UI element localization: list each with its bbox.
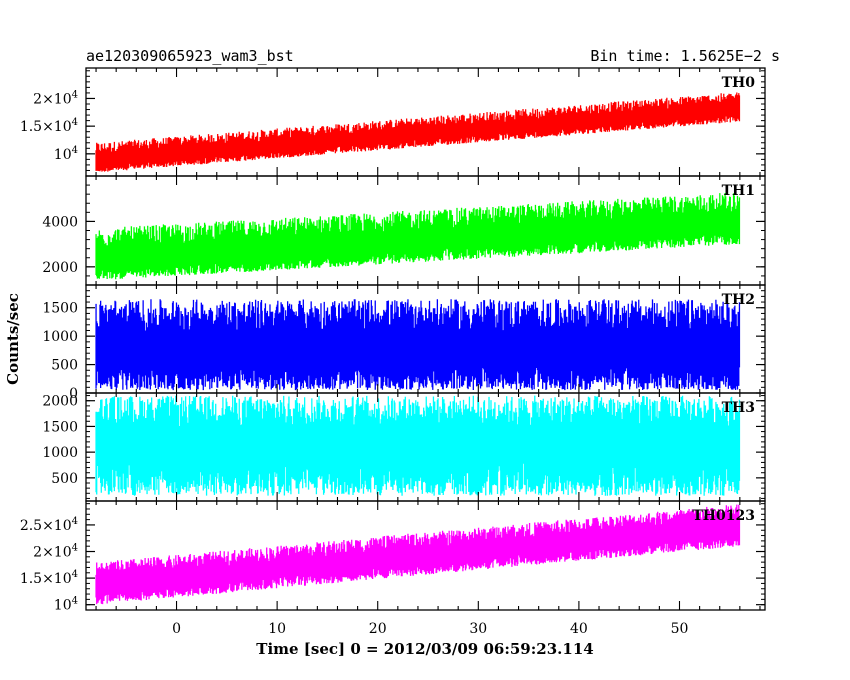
panel-th0: 104 1.5×104 2×104 TH0 [20, 67, 766, 177]
x-tick-label: 0 [172, 621, 181, 637]
y-tick-label: 1000 [42, 329, 78, 345]
series-th0123 [95, 504, 741, 605]
panel-th2: 0 500 1000 1500 TH2 [42, 284, 766, 402]
x-axis: 0 10 20 30 40 50 [172, 621, 688, 637]
y-tick-label: 0 [69, 386, 78, 402]
y-tick-label: 104 [54, 596, 78, 614]
bin-time-label: Bin time: 1.5625E−2 s [590, 47, 780, 65]
y-tick-label: 4000 [42, 214, 78, 230]
y-tick-label: 1.5×104 [20, 569, 78, 587]
y-axis-label: Counts/sec [4, 293, 22, 385]
y-tick-label: 1500 [42, 301, 78, 317]
y-tick-label: 1000 [42, 445, 78, 461]
panel-label: TH0123 [692, 508, 755, 524]
panel-frame [85, 500, 766, 611]
y-tick-label: 1500 [42, 419, 78, 435]
y-tick-label: 104 [54, 145, 78, 163]
y-tick-label: 2×104 [33, 89, 78, 107]
y-tick-label: 2000 [42, 260, 78, 276]
panel-th1: 2000 4000 TH1 [42, 175, 766, 286]
series-th1 [95, 193, 741, 280]
panel-label: TH0 [722, 75, 756, 91]
panel-label: TH2 [722, 292, 755, 308]
y-tick-label: 2000 [42, 394, 78, 410]
panel-label: TH1 [722, 183, 755, 199]
panel-th3: 500 1000 1500 2000 TH3 [42, 392, 766, 502]
x-tick-label: 50 [671, 621, 689, 637]
panels: 104 1.5×104 2×104 TH0 2000 4000 TH1 0 500 1000 150… [20, 67, 766, 614]
y-tick-label: 500 [51, 358, 78, 374]
y-tick-label: 1.5×104 [20, 117, 78, 135]
x-tick-label: 40 [570, 621, 588, 637]
x-tick-label: 10 [268, 621, 286, 637]
panel-th0123: 104 1.5×104 2×104 2.5×104 TH0123 [20, 500, 766, 614]
series-th3 [95, 395, 741, 496]
series-th0 [95, 92, 741, 172]
y-tick-label: 2.5×104 [20, 516, 78, 534]
series-th2 [95, 299, 741, 391]
panel-label: TH3 [722, 400, 755, 416]
y-tick-label: 2×104 [33, 543, 78, 561]
chart-title: ae120309065923_wam3_bst [86, 47, 294, 65]
x-axis-label: Time [sec] 0 = 2012/03/09 06:59:23.114 [256, 640, 593, 658]
x-tick-label: 20 [369, 621, 387, 637]
y-tick-label: 500 [51, 471, 78, 487]
x-tick-label: 30 [469, 621, 487, 637]
